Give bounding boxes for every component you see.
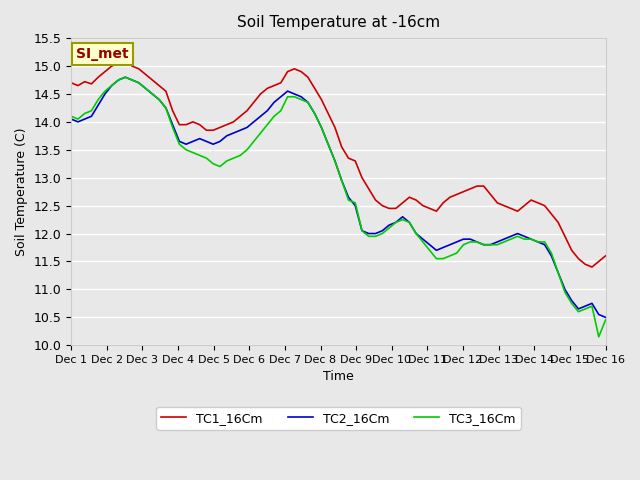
TC1_16Cm — [392, 205, 399, 211]
TC2_16Cm — [419, 236, 427, 242]
TC2_16Cm — [548, 253, 556, 259]
TC2_16Cm — [602, 314, 609, 320]
TC1_16Cm — [588, 264, 596, 270]
X-axis label: Time: Time — [323, 371, 354, 384]
TC3_16Cm — [439, 256, 447, 262]
TC2_16Cm — [67, 116, 75, 122]
Line: TC3_16Cm: TC3_16Cm — [71, 77, 605, 337]
Line: TC1_16Cm: TC1_16Cm — [71, 60, 605, 267]
TC2_16Cm — [399, 214, 406, 220]
TC3_16Cm — [419, 239, 427, 245]
TC2_16Cm — [392, 219, 399, 225]
TC3_16Cm — [122, 74, 129, 80]
TC2_16Cm — [311, 110, 319, 116]
Text: SI_met: SI_met — [77, 48, 129, 61]
TC3_16Cm — [311, 110, 319, 116]
TC3_16Cm — [595, 334, 603, 340]
Line: TC2_16Cm: TC2_16Cm — [71, 77, 605, 317]
Legend: TC1_16Cm, TC2_16Cm, TC3_16Cm: TC1_16Cm, TC2_16Cm, TC3_16Cm — [156, 407, 520, 430]
TC3_16Cm — [399, 216, 406, 222]
TC1_16Cm — [311, 85, 319, 91]
TC1_16Cm — [419, 203, 427, 208]
TC1_16Cm — [399, 200, 406, 206]
TC1_16Cm — [548, 211, 556, 217]
TC3_16Cm — [392, 219, 399, 225]
Title: Soil Temperature at -16cm: Soil Temperature at -16cm — [237, 15, 440, 30]
TC3_16Cm — [548, 250, 556, 256]
TC3_16Cm — [602, 317, 609, 323]
TC1_16Cm — [602, 253, 609, 259]
TC2_16Cm — [122, 74, 129, 80]
TC3_16Cm — [67, 113, 75, 119]
TC1_16Cm — [67, 80, 75, 85]
TC1_16Cm — [122, 58, 129, 63]
TC2_16Cm — [439, 245, 447, 251]
TC1_16Cm — [439, 200, 447, 206]
Y-axis label: Soil Temperature (C): Soil Temperature (C) — [15, 127, 28, 256]
